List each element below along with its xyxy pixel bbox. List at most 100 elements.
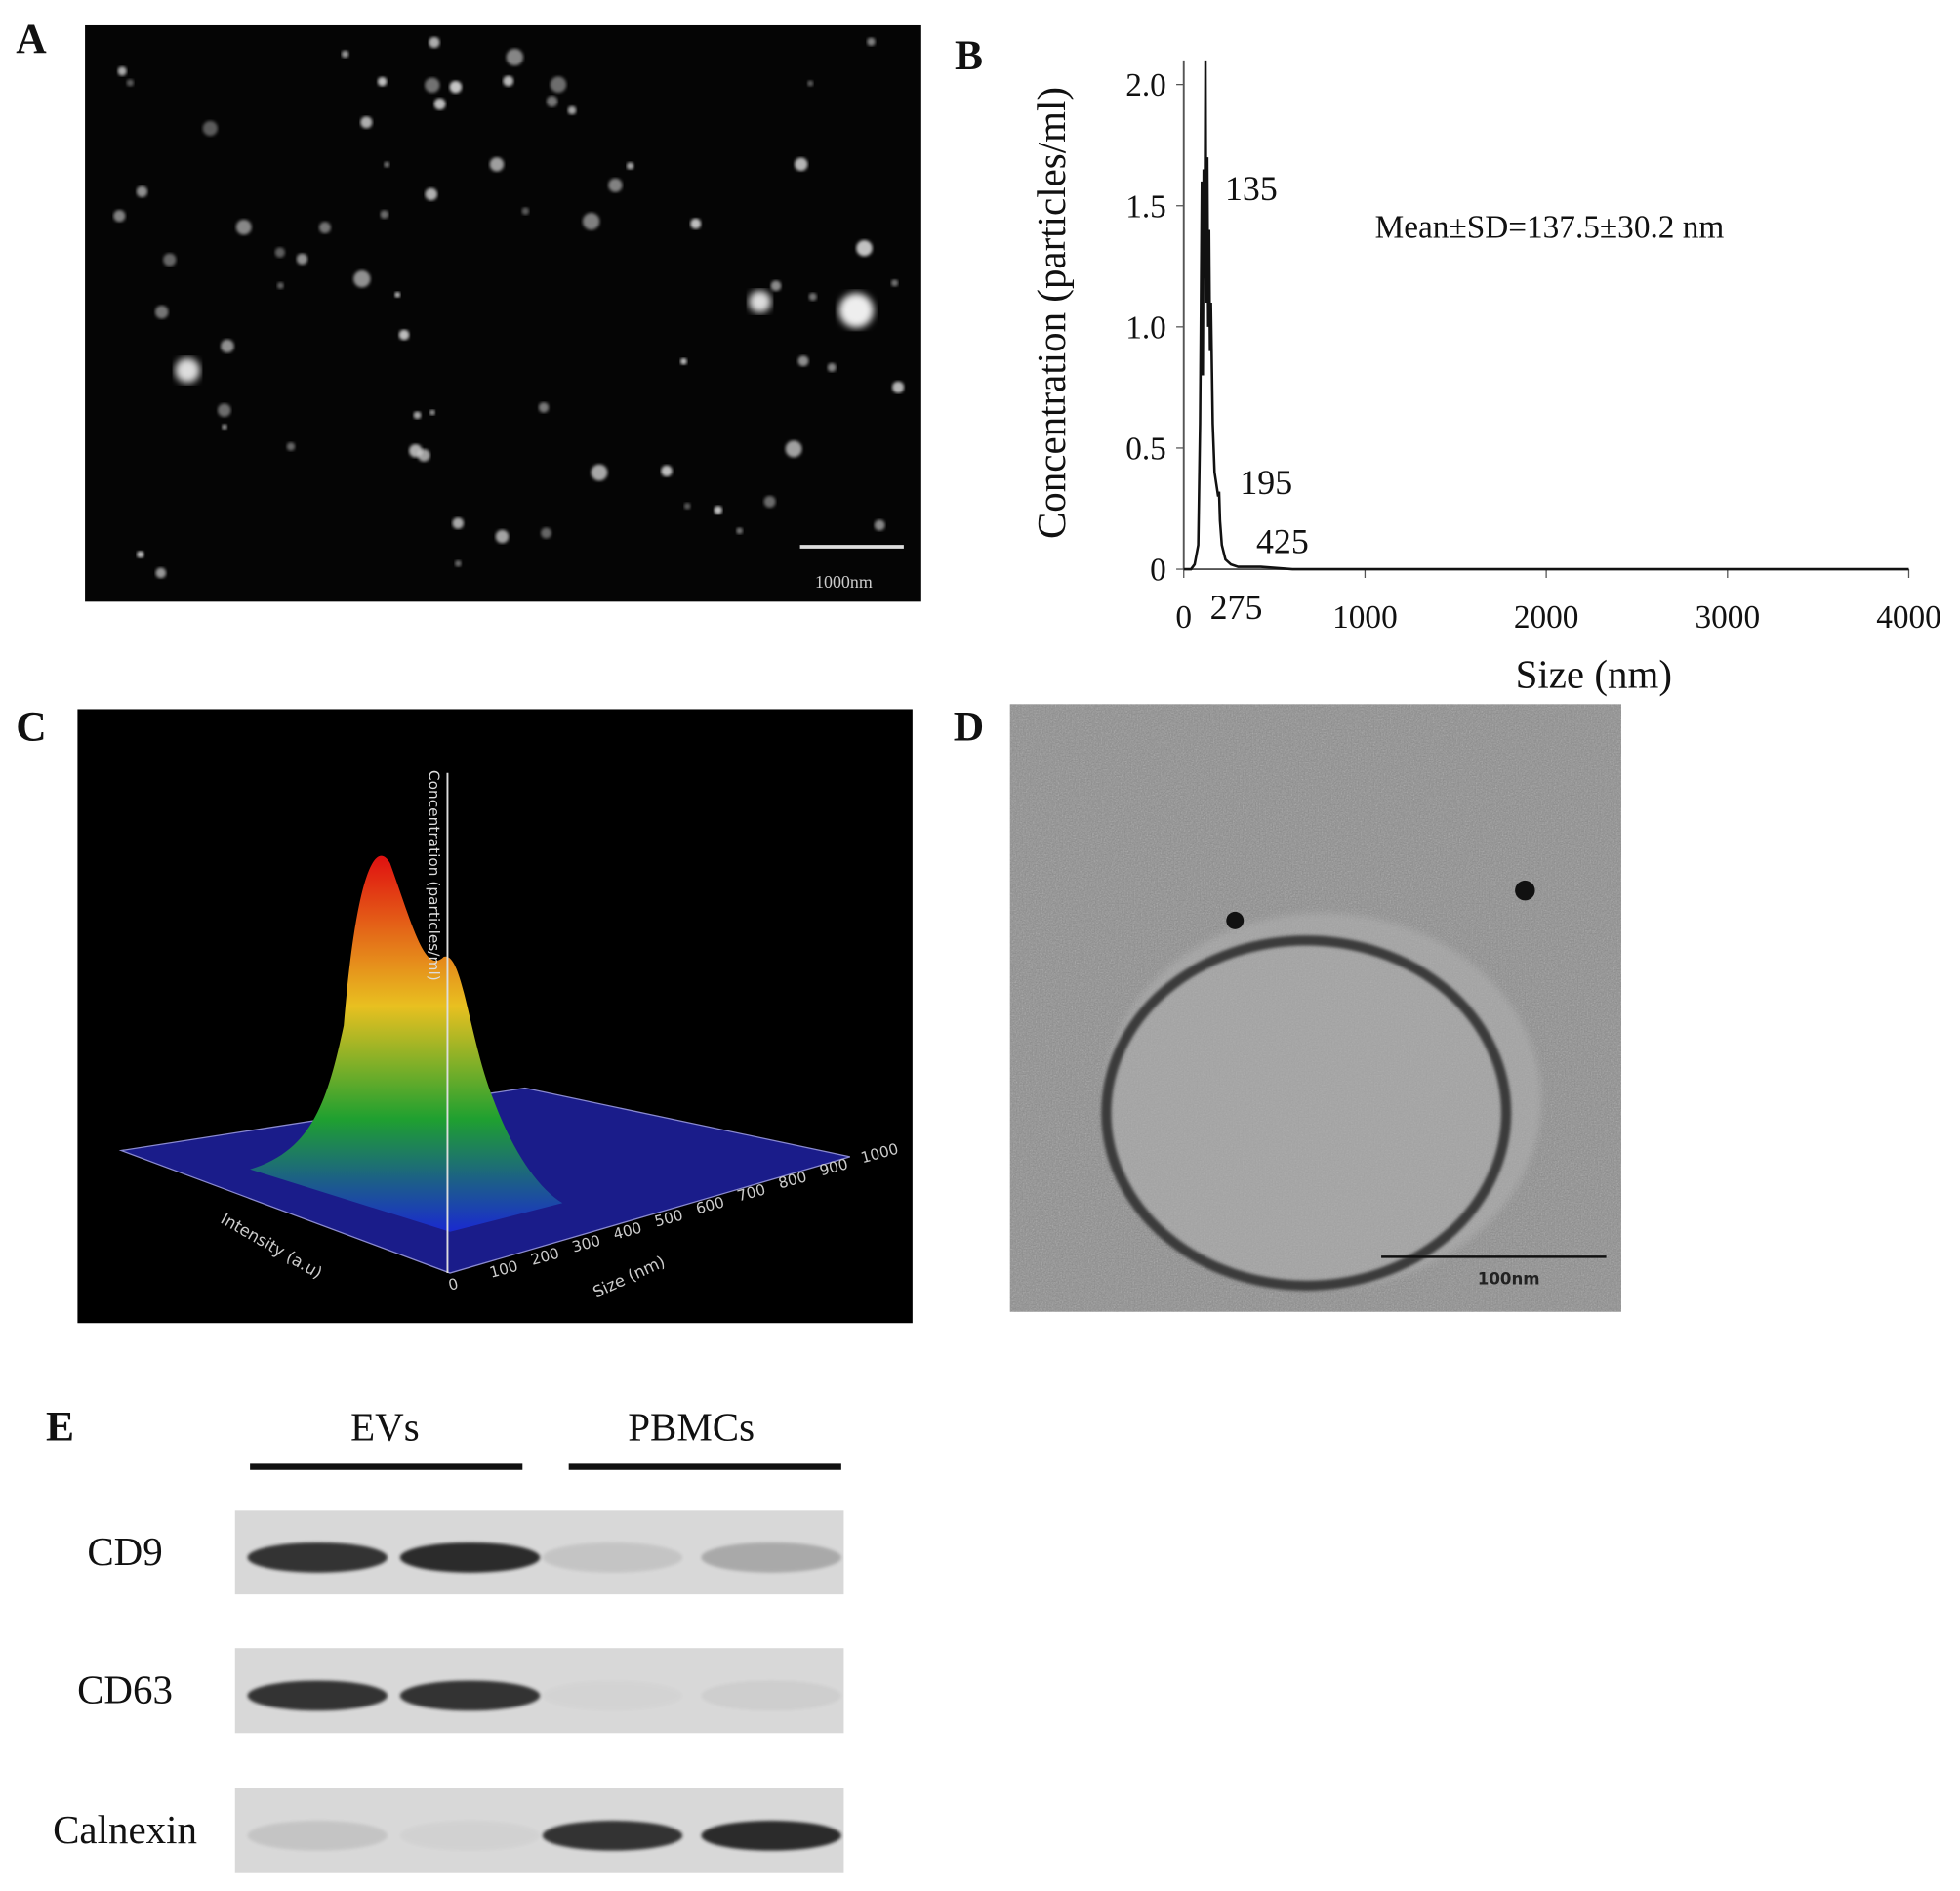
z-axis-label: Concentration (particles/ml) xyxy=(425,770,442,981)
particle xyxy=(506,48,524,66)
y-tick-label: 2.0 xyxy=(1125,67,1166,103)
blot-band xyxy=(247,1680,388,1711)
blot-band xyxy=(542,1820,683,1851)
particle xyxy=(274,247,285,258)
x-tick-label: 1000 xyxy=(1332,599,1398,636)
particle xyxy=(384,161,390,168)
nta-chart: 0 0.5 1.0 1.5 2.0 0 1000 2000 3000 4000 Size (nm) C… xyxy=(1029,60,1941,697)
particle xyxy=(626,162,634,170)
particle xyxy=(394,291,401,298)
annotation: 135 xyxy=(1225,169,1278,208)
scale-bar-label: 100nm xyxy=(1478,1270,1540,1289)
panel-label: C xyxy=(16,703,46,750)
particle xyxy=(296,253,308,265)
particle xyxy=(797,355,809,367)
row-label: CD63 xyxy=(77,1667,173,1712)
panel-label: D xyxy=(954,703,984,750)
particle xyxy=(661,465,673,477)
particle xyxy=(567,105,577,115)
particle xyxy=(808,292,817,302)
particle xyxy=(449,80,463,94)
particle xyxy=(413,411,422,420)
group-label: EVs xyxy=(350,1405,420,1450)
micrograph-a xyxy=(85,24,921,602)
particle xyxy=(154,305,169,319)
particle xyxy=(538,402,550,413)
particle xyxy=(353,270,371,288)
scale-bar-label: 1000nm xyxy=(815,572,873,592)
particle xyxy=(429,36,440,49)
particle xyxy=(521,207,530,216)
blot-band xyxy=(400,1821,540,1851)
x-tick-label: 2000 xyxy=(1514,599,1579,636)
blot-band xyxy=(701,1680,841,1711)
particle xyxy=(546,96,558,107)
particle xyxy=(827,362,837,372)
blot-band xyxy=(701,1820,841,1851)
particle xyxy=(425,187,438,201)
particle xyxy=(838,293,875,328)
particle xyxy=(117,66,127,76)
particle xyxy=(380,210,389,219)
y-tick-label: 1.5 xyxy=(1125,188,1166,225)
particle xyxy=(541,527,551,539)
panel-label: E xyxy=(46,1404,74,1451)
annotation: 195 xyxy=(1240,463,1292,502)
particle xyxy=(341,50,349,59)
particle xyxy=(276,282,284,289)
particle xyxy=(749,290,772,313)
vesicle-membrane xyxy=(1101,935,1512,1291)
particle xyxy=(690,218,702,229)
blot-band xyxy=(542,1542,683,1573)
particle xyxy=(222,424,227,430)
particle xyxy=(550,76,567,93)
particle xyxy=(714,506,722,514)
y-axis-label: Concentration (particles/ml) xyxy=(1029,87,1074,539)
particle xyxy=(807,80,814,87)
particle xyxy=(452,517,464,529)
particle xyxy=(763,495,776,508)
particle xyxy=(202,120,218,137)
particle xyxy=(856,239,873,257)
vesicle-body xyxy=(1103,913,1541,1289)
y-tick-label: 1.0 xyxy=(1125,309,1166,346)
particle xyxy=(425,77,440,94)
particle xyxy=(608,178,623,192)
particle xyxy=(235,219,252,235)
particle xyxy=(489,157,505,172)
particles xyxy=(113,36,905,579)
size-distribution-surface xyxy=(250,855,563,1232)
x-tick-label: 4000 xyxy=(1876,599,1941,636)
panel-label: B xyxy=(955,32,983,79)
x-tick-label: 3000 xyxy=(1695,599,1761,636)
particle xyxy=(433,98,446,110)
particle xyxy=(890,279,899,287)
particle xyxy=(377,76,388,87)
particle xyxy=(318,222,331,234)
particle xyxy=(175,357,200,384)
particle xyxy=(736,527,744,535)
particle xyxy=(503,75,514,87)
y-tick-label: 0.5 xyxy=(1125,431,1166,467)
blot-band xyxy=(247,1820,388,1851)
particle xyxy=(221,339,234,353)
particle xyxy=(874,519,885,531)
annotation: 275 xyxy=(1210,588,1263,627)
particle xyxy=(217,403,231,417)
particle xyxy=(136,185,148,198)
blot-band xyxy=(399,1680,541,1711)
panel-label: A xyxy=(16,16,47,62)
dark-spot xyxy=(1226,911,1245,929)
particle xyxy=(867,37,876,46)
particle xyxy=(163,253,177,267)
particle xyxy=(126,79,134,87)
row-label: CD9 xyxy=(87,1529,162,1574)
particle xyxy=(155,567,167,579)
particle xyxy=(137,551,144,558)
particle xyxy=(360,116,373,129)
particle xyxy=(591,464,608,481)
particle xyxy=(770,280,782,292)
particle xyxy=(113,210,126,223)
